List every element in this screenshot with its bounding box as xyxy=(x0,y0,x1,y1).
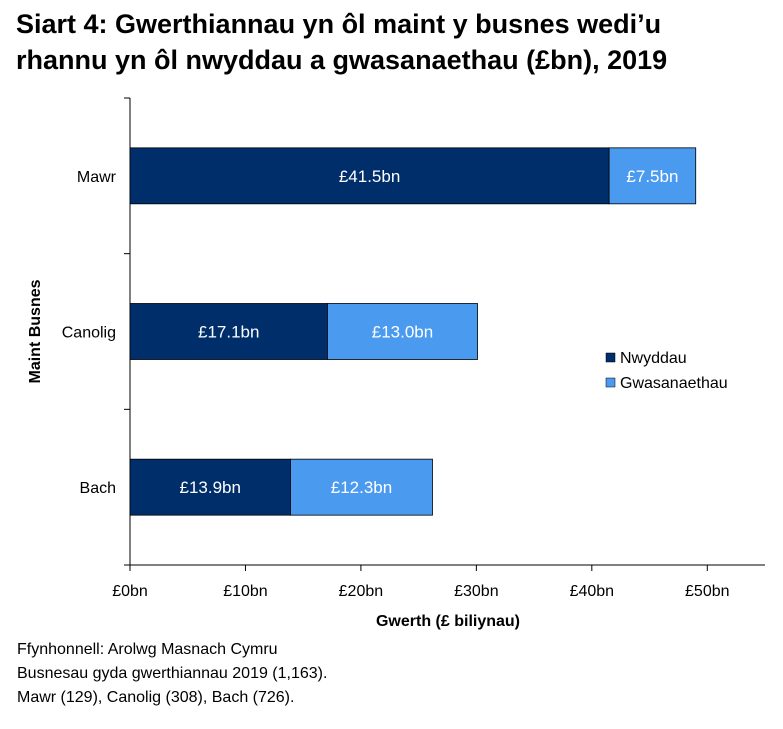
bar-nwyddau-mawr xyxy=(129,147,610,205)
source-line-1: Ffynhonnell: Arolwg Masnach Cymru xyxy=(17,641,278,658)
category-label: Canolig xyxy=(62,325,116,342)
x-axis-title: Gwerth (£ biliynau) xyxy=(376,613,520,630)
data-label: £17.1bn xyxy=(198,323,259,342)
source-notes: Ffynhonnell: Arolwg Masnach Cymru Busnes… xyxy=(17,638,327,710)
legend-label-nwyddau: Nwyddau xyxy=(620,350,687,367)
bar-nwyddau-canolig xyxy=(129,303,328,360)
chart-title-line-2: rhannu yn ôl nwyddau a gwasanaethau (£bn… xyxy=(16,45,668,75)
x-tick-label: £40bn xyxy=(570,583,615,600)
x-tick-label: £0bn xyxy=(112,583,148,600)
x-tick-label: £50bn xyxy=(685,583,730,600)
data-label: £12.3bn xyxy=(331,478,392,497)
source-line-2: Busnesau gyda gwerthiannau 2019 (1,163). xyxy=(17,665,328,682)
bar-gwasanaethau-canolig xyxy=(327,303,478,360)
data-label: £41.5bn xyxy=(339,167,400,186)
x-tick-label: £10bn xyxy=(223,583,268,600)
chart-title-line-1: Siart 4: Gwerthiannau yn ôl maint y busn… xyxy=(16,9,662,39)
legend-swatch-gwasanaethau xyxy=(605,377,616,388)
bar-gwasanaethau-bach xyxy=(290,458,433,516)
bar-gwasanaethau-mawr xyxy=(608,147,697,205)
legend-swatch-nwyddau xyxy=(605,352,616,363)
legend-label-gwasanaethau: Gwasanaethau xyxy=(620,375,728,392)
y-axis-title: Maint Busnes xyxy=(27,279,44,383)
category-label: Bach xyxy=(80,480,116,497)
data-label: £7.5bn xyxy=(626,167,678,186)
data-label: £13.9bn xyxy=(180,478,241,497)
x-tick-label: £30bn xyxy=(454,583,499,600)
data-label: £13.0bn xyxy=(372,323,433,342)
category-label: Mawr xyxy=(77,169,117,186)
source-line-3: Mawr (129), Canolig (308), Bach (726). xyxy=(17,689,295,706)
x-tick-label: £20bn xyxy=(339,583,384,600)
chart-title: Siart 4: Gwerthiannau yn ôl maint y busn… xyxy=(16,6,776,78)
